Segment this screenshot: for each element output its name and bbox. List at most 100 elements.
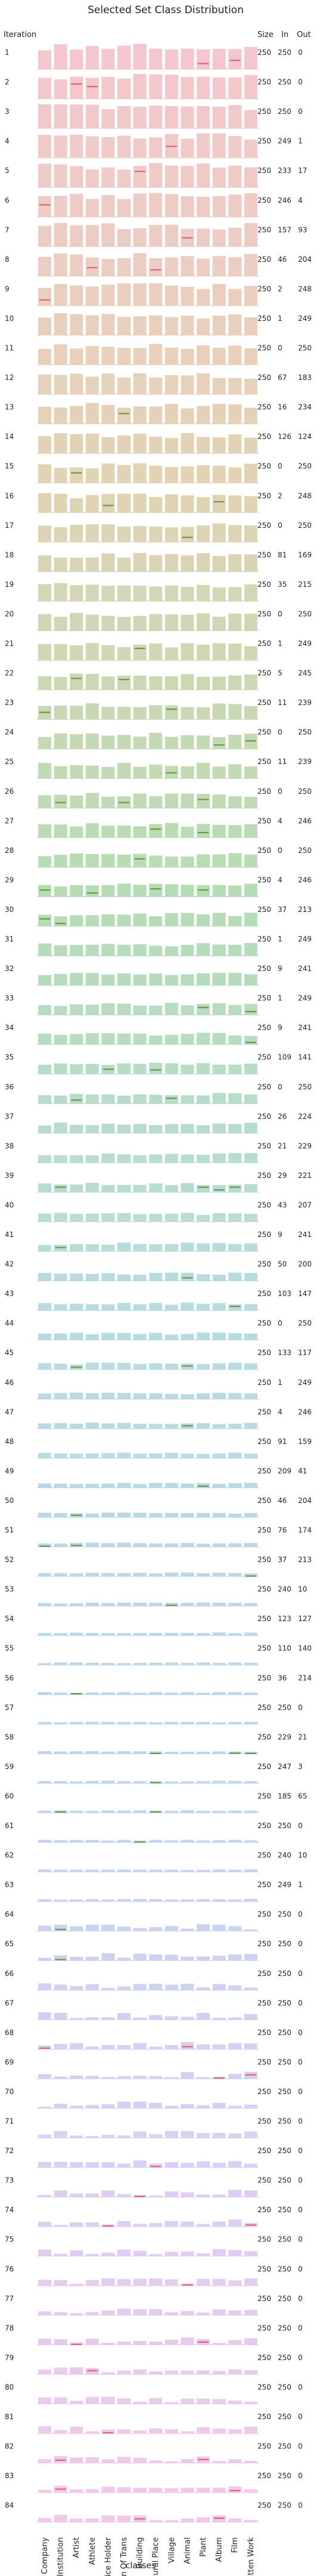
in-value: 250 [278, 2413, 291, 2421]
class-bar [197, 1693, 210, 1695]
size-value: 250 [257, 491, 271, 500]
class-bar [197, 1810, 210, 1813]
class-bar [38, 1632, 51, 1636]
in-value: 16 [278, 403, 287, 412]
class-bar [38, 763, 51, 779]
in-value: 250 [278, 2442, 291, 2451]
class-bar [212, 587, 226, 601]
class-bar [212, 1393, 226, 1399]
out-value: 221 [298, 1171, 312, 1180]
size-value: 250 [257, 1644, 271, 1653]
class-bar [70, 166, 83, 188]
class-bar [133, 44, 147, 69]
iteration-row: 68 250 250 0 [5, 2028, 303, 2050]
class-bar [70, 1662, 83, 1665]
class-bar [54, 617, 67, 631]
iteration-label: 27 [5, 817, 14, 825]
class-bar [244, 1153, 257, 1163]
class-bar [165, 1304, 178, 1311]
class-bar [212, 1243, 226, 1251]
class-bar [165, 2045, 178, 2049]
class-bar [228, 2105, 242, 2108]
out-value: 250 [298, 344, 312, 352]
class-bar [228, 1362, 242, 1370]
class-bar [165, 1185, 178, 1192]
class-bar [54, 916, 67, 926]
marker-band [150, 1752, 162, 1754]
size-value: 250 [257, 1762, 271, 1771]
class-bar [85, 1692, 99, 1695]
iteration-label: 43 [5, 1289, 14, 1298]
class-bar [101, 1453, 115, 1458]
class-bar [197, 373, 210, 395]
class-bar [70, 1004, 83, 1015]
class-bar [197, 1987, 210, 1990]
class-bar [70, 285, 83, 306]
class-bar [212, 766, 226, 779]
class-bar [54, 583, 67, 601]
class-bar [212, 1692, 226, 1695]
class-bar [197, 1513, 210, 1517]
size-value: 250 [257, 1467, 271, 1475]
class-bar [38, 584, 51, 601]
class-bar [70, 2075, 83, 2079]
class-bar [165, 2488, 178, 2493]
class-bar [38, 2106, 51, 2108]
class-bar [165, 438, 178, 454]
in-value: 2 [278, 491, 283, 500]
class-bar [70, 134, 83, 158]
in-value: 35 [278, 580, 287, 589]
class-bar [212, 196, 226, 217]
class-bar [244, 286, 257, 306]
class-bar [165, 553, 178, 572]
marker-band [55, 1811, 66, 1813]
class-bar [181, 1513, 194, 1517]
class-bar [181, 974, 194, 986]
class-bar [181, 2104, 194, 2108]
class-bar [38, 493, 51, 513]
out-value: 0 [298, 2028, 303, 2037]
class-bar [165, 1781, 178, 1783]
class-bar [228, 136, 242, 158]
class-bar [85, 136, 99, 158]
iteration-row: 20 250 0 250 [5, 610, 312, 632]
class-bar [212, 347, 226, 365]
in-value: 1 [278, 935, 283, 944]
size-value: 250 [257, 2354, 271, 2362]
size-value: 250 [257, 1556, 271, 1564]
size-value: 250 [257, 48, 271, 57]
class-bar [165, 2105, 178, 2108]
iteration-label: 42 [5, 1260, 14, 1269]
in-value: 36 [278, 1674, 287, 1682]
class-bar [54, 2076, 67, 2079]
class-bar [244, 1810, 257, 1813]
class-bar [244, 2131, 257, 2138]
class-bar [38, 2074, 51, 2079]
class-bar [101, 1603, 115, 1606]
class-bar [181, 1810, 194, 1813]
out-value: 234 [298, 403, 312, 412]
class-bar [85, 1632, 99, 1636]
class-bar [197, 1332, 210, 1340]
in-value: 46 [278, 255, 287, 264]
class-bar [54, 2131, 67, 2138]
class-bar [70, 1986, 83, 1990]
class-bar [149, 1899, 163, 1902]
class-bar [38, 464, 51, 483]
class-bar [133, 737, 147, 749]
class-bar [38, 1483, 51, 1488]
out-value: 0 [298, 1703, 303, 1712]
class-bar [101, 195, 115, 217]
in-value: 5 [278, 669, 283, 678]
in-value: 0 [278, 521, 283, 530]
class-bar [212, 106, 226, 129]
iteration-row: 58 250 229 21 [5, 1733, 307, 1754]
class-bar [54, 1363, 67, 1370]
class-bar [70, 734, 83, 749]
marker-band [71, 472, 82, 474]
iteration-label: 77 [5, 2294, 14, 2303]
class-bar [181, 2131, 194, 2138]
class-bar [228, 378, 242, 395]
in-value: 250 [278, 2324, 291, 2332]
class-bar [70, 1273, 83, 1281]
